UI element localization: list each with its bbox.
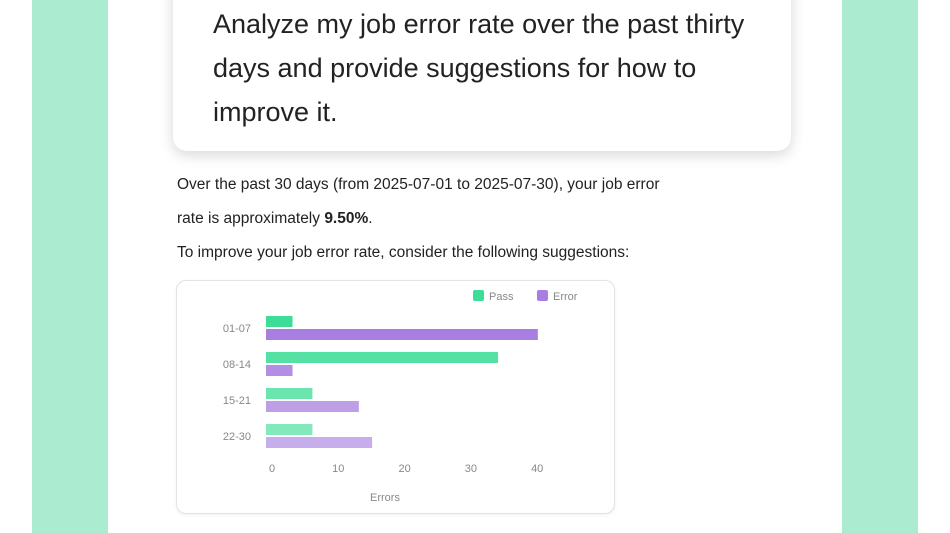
x-tick-label: 0	[269, 463, 275, 475]
bar-pass	[266, 316, 293, 327]
x-axis-label: Errors	[370, 492, 400, 504]
error-rate-value: 9.50%	[324, 210, 369, 227]
bar-error	[266, 401, 359, 412]
y-tick-label: 15-21	[223, 395, 251, 407]
legend-swatch-pass	[473, 290, 484, 301]
response-line-2: rate is approximately 9.50%.	[177, 202, 797, 236]
bar-chart: 01-07 08-14 15-21 22-30 0 10 20 30 40 Errors Pass E…	[223, 290, 578, 504]
user-prompt-card: Analyze my job error rate over the past …	[173, 0, 791, 151]
response-text: rate is approximately	[177, 210, 325, 227]
bar-pass	[266, 388, 313, 399]
legend-swatch-error	[537, 290, 548, 301]
legend-label-error: Error	[553, 291, 578, 303]
y-tick-label: 22-30	[223, 431, 251, 443]
error-chart-card: 01-07 08-14 15-21 22-30 0 10 20 30 40 Errors Pass E…	[176, 280, 615, 514]
y-tick-label: 08-14	[223, 359, 251, 371]
x-tick-label: 30	[465, 463, 477, 475]
response-text: .	[368, 210, 373, 227]
legend-label-pass: Pass	[489, 291, 514, 303]
assistant-response: Over the past 30 days (from 2025-07-01 t…	[177, 168, 797, 270]
bar-pass	[266, 352, 499, 363]
bar-error	[266, 365, 293, 376]
x-tick-label: 20	[398, 463, 410, 475]
x-tick-label: 40	[531, 463, 543, 475]
y-tick-label: 01-07	[223, 323, 251, 335]
x-tick-label: 10	[332, 463, 344, 475]
bar-error	[266, 329, 538, 340]
response-line-3: To improve your job error rate, consider…	[177, 244, 630, 261]
response-line-1: Over the past 30 days (from 2025-07-01 t…	[177, 176, 660, 193]
bar-pass	[266, 424, 313, 435]
user-prompt-text: Analyze my job error rate over the past …	[213, 9, 745, 127]
bar-error	[266, 437, 373, 448]
